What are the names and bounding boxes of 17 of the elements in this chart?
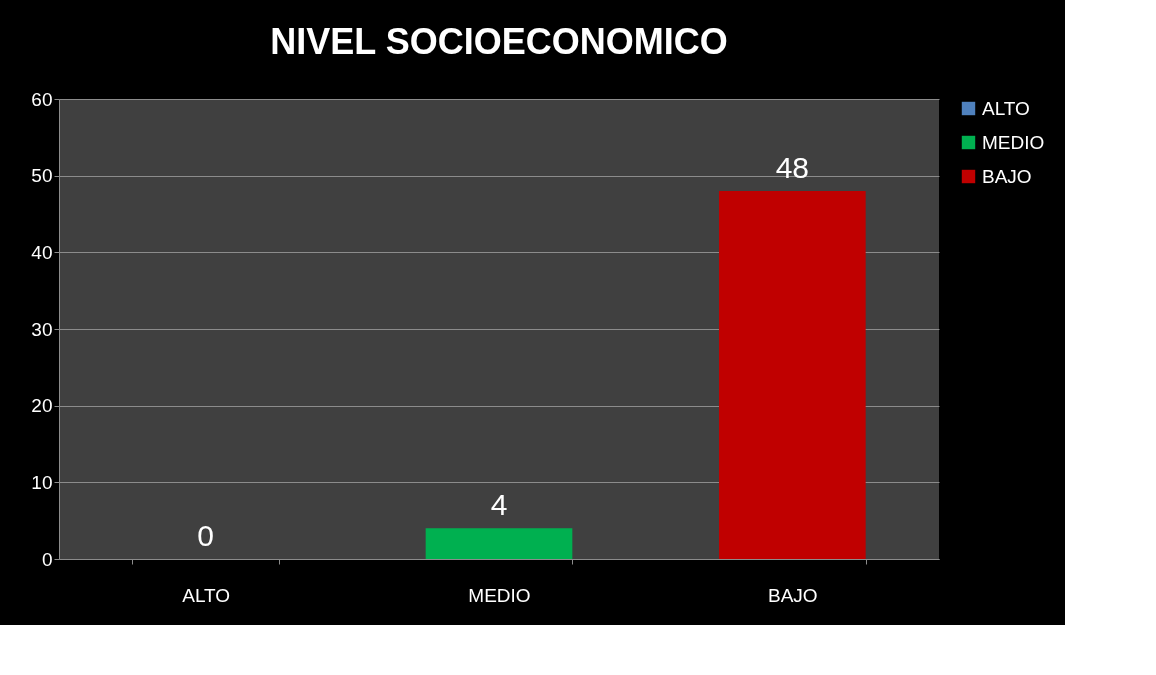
data-label: 4 xyxy=(490,488,508,522)
x-tick-label: ALTO xyxy=(182,584,231,606)
data-label: 0 xyxy=(197,519,215,552)
legend-label: MEDIO xyxy=(982,131,1045,153)
data-label: 48 xyxy=(775,151,810,184)
y-tick-label: 40 xyxy=(31,241,53,263)
y-tick-label: 10 xyxy=(31,471,53,493)
y-tick-label: 0 xyxy=(41,548,53,570)
legend-label: BAJO xyxy=(982,165,1032,187)
legend-label: ALTO xyxy=(982,97,1030,119)
x-tick-label: MEDIO xyxy=(468,584,531,606)
y-tick-label: 50 xyxy=(31,165,53,187)
y-tick-label: 20 xyxy=(31,395,53,417)
y-tick-label: 60 xyxy=(31,88,53,110)
chart-title: NIVEL SOCIOECONOMICO xyxy=(270,21,728,62)
x-tick-label: BAJO xyxy=(768,584,818,606)
y-tick-label: 30 xyxy=(31,318,53,340)
